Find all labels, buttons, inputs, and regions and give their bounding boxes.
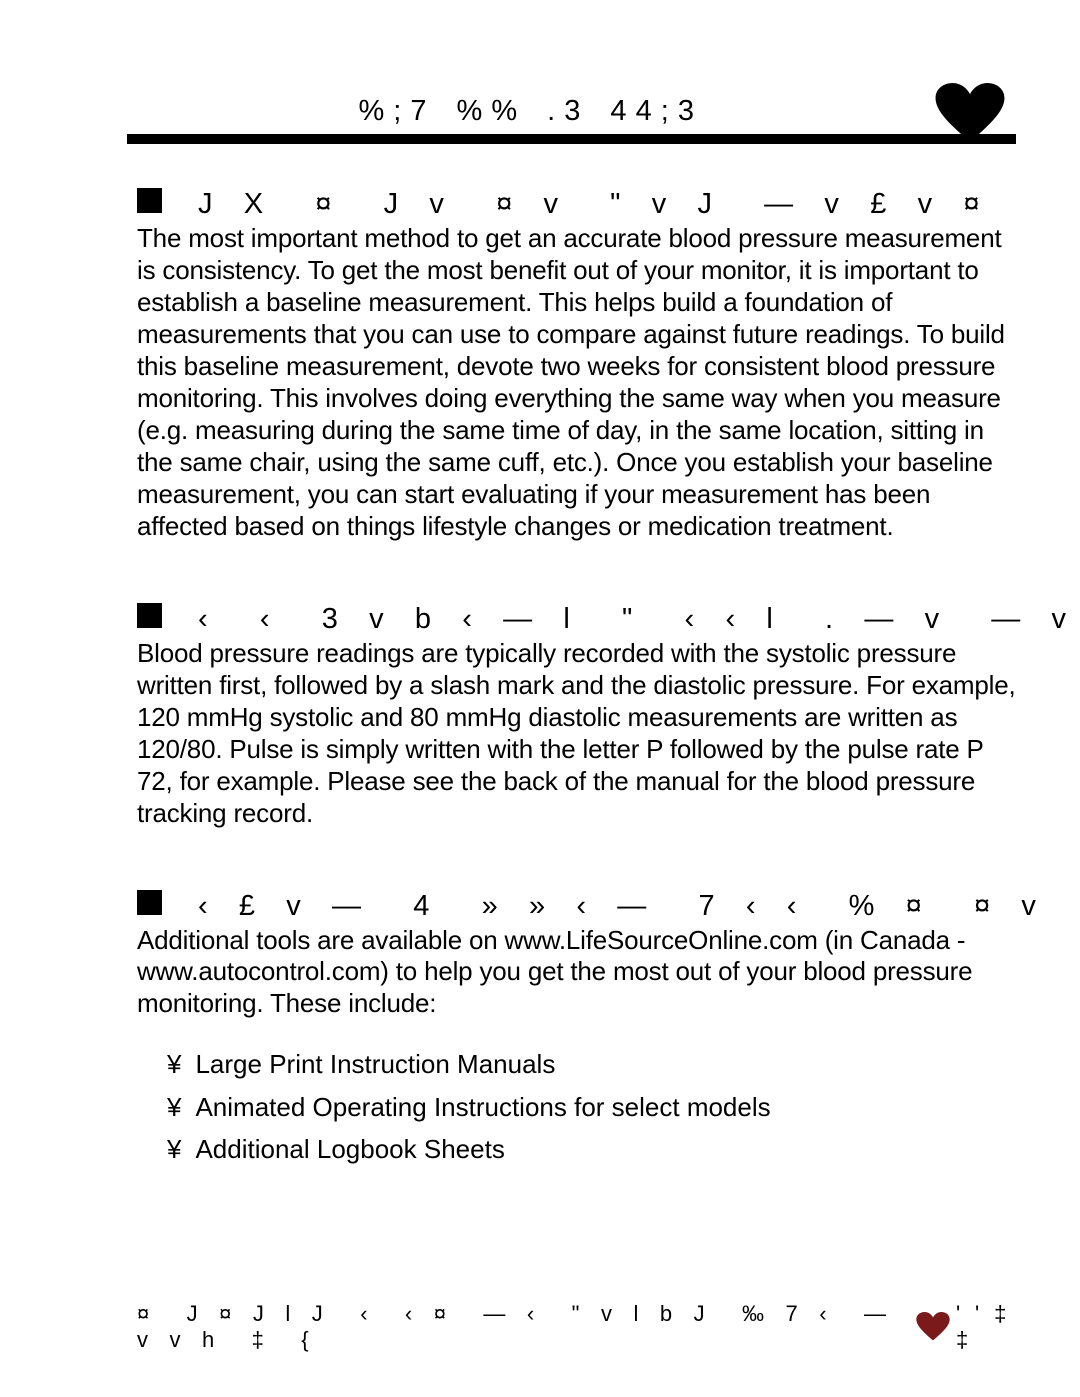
section-title: J X ¤ J v ¤ v " v J — v £ v ¤ — [198, 188, 991, 221]
list-item-label: Animated Operating Instructions for sele… — [195, 1089, 770, 1125]
heart-icon — [934, 83, 1006, 145]
list-item: ¥ Large Print Instruction Manuals — [167, 1046, 1016, 1082]
footer-page: ' ' ‡ ‡ — [916, 1301, 1016, 1353]
yen-bullet-icon: ¥ — [167, 1089, 181, 1125]
list-item-label: Additional Logbook Sheets — [195, 1131, 504, 1167]
list-item: ¥ Animated Operating Instructions for se… — [167, 1089, 1016, 1125]
footer-page-label: ' ' ‡ ‡ — [956, 1301, 1016, 1353]
list-item-label: Large Print Instruction Manuals — [195, 1046, 555, 1082]
header-rule — [127, 134, 1016, 144]
section-body: The most important method to get an accu… — [137, 223, 1016, 543]
section-title: ‹ £ v — 4 » » ‹ — 7 ‹ ‹ % ¤ ¤ v — [198, 890, 1048, 923]
section-title: ‹ ‹ 3 v b ‹ — l " ‹ ‹ l . — v — v ˘ — [198, 603, 1080, 636]
square-bullet-icon — [137, 603, 162, 628]
section-header: J X ¤ J v ¤ v " v J — v £ v ¤ — [137, 184, 1016, 221]
yen-bullet-icon: ¥ — [167, 1046, 181, 1082]
heart-icon — [916, 1312, 950, 1342]
tool-list: ¥ Large Print Instruction Manuals ¥ Anim… — [167, 1046, 1016, 1167]
page-header: % ; 7 % % . 3 4 4 ; 3 — [127, 95, 1016, 144]
section-tools: ‹ £ v — 4 » » ‹ — 7 ‹ ‹ % ¤ ¤ v Addition… — [137, 886, 1016, 1168]
yen-bullet-icon: ¥ — [167, 1131, 181, 1167]
page-footer: ¤ J ¤ J l J ‹ ‹ ¤ — ‹ " v l b J ‰ 7 ‹ — … — [137, 1301, 1016, 1353]
square-bullet-icon — [137, 890, 162, 915]
list-item: ¥ Additional Logbook Sheets — [167, 1131, 1016, 1167]
header-title: % ; 7 % % . 3 4 4 ; 3 — [127, 95, 1016, 128]
section-body: Additional tools are available on www.Li… — [137, 925, 1016, 1021]
section-baseline: J X ¤ J v ¤ v " v J — v £ v ¤ The most i… — [137, 184, 1016, 543]
square-bullet-icon — [137, 188, 162, 213]
section-body: Blood pressure readings are typically re… — [137, 638, 1016, 830]
footer-text: ¤ J ¤ J l J ‹ ‹ ¤ — ‹ " v l b J ‰ 7 ‹ — … — [137, 1301, 916, 1353]
section-header: ‹ £ v — 4 » » ‹ — 7 ‹ ‹ % ¤ ¤ v — [137, 886, 1016, 923]
section-recording: ‹ ‹ 3 v b ‹ — l " ‹ ‹ l . — v — v ˘ Bloo… — [137, 599, 1016, 830]
section-header: ‹ ‹ 3 v b ‹ — l " ‹ ‹ l . — v — v ˘ — [137, 599, 1016, 636]
